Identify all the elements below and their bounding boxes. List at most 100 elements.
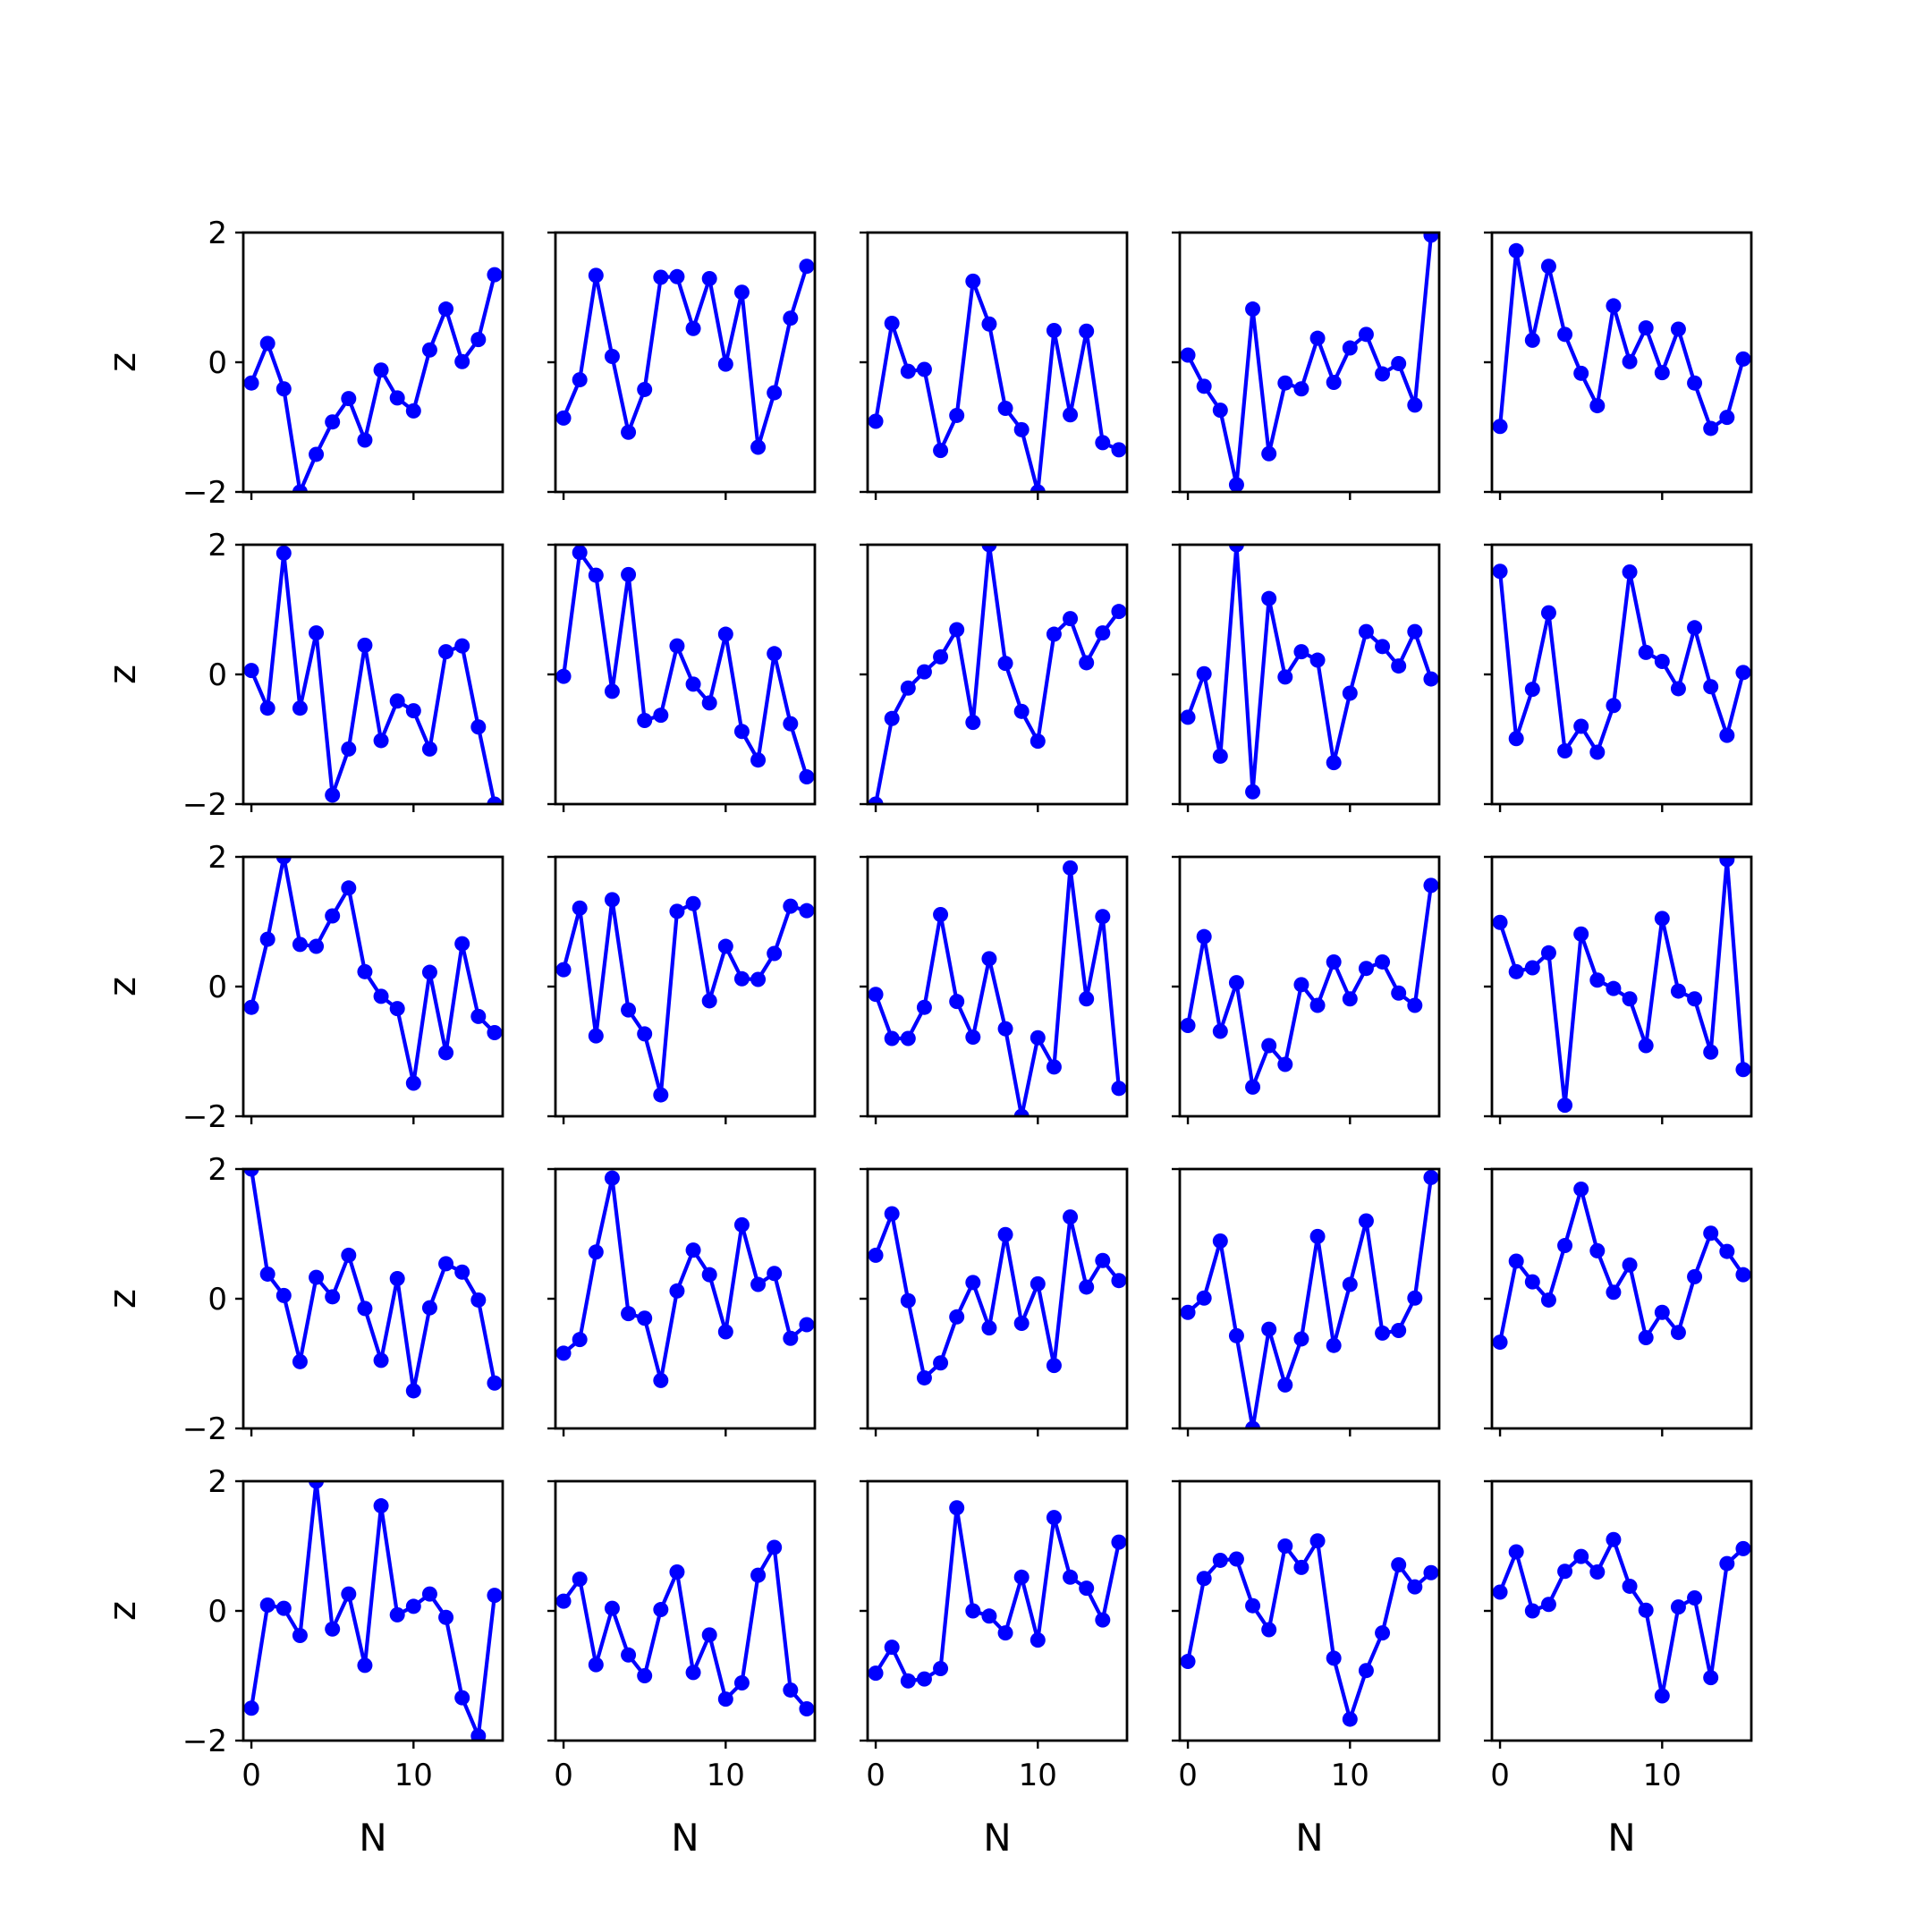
data-point: [1309, 330, 1326, 346]
data-point: [405, 703, 421, 719]
data-point: [1375, 1325, 1391, 1341]
data-point: [1508, 242, 1524, 258]
data-point: [292, 484, 308, 492]
data-point: [421, 741, 437, 757]
data-point: [487, 1588, 503, 1604]
data-point: [1180, 1304, 1196, 1320]
x-tick-label: 0: [866, 1758, 886, 1793]
data-point: [1391, 355, 1407, 371]
data-point: [1573, 365, 1589, 381]
series-line: [873, 279, 1120, 492]
data-point: [1638, 1330, 1654, 1345]
data-point: [1277, 669, 1293, 685]
series-line: [1186, 234, 1434, 487]
data-point: [868, 796, 884, 804]
data-point: [604, 683, 620, 699]
data-point: [1654, 911, 1670, 927]
series-line: [250, 857, 496, 1086]
data-point: [1703, 1225, 1719, 1241]
data-point: [405, 402, 421, 419]
data-point: [1589, 744, 1606, 760]
y-axis-label: z: [100, 1289, 144, 1309]
y-tick-label: 0: [208, 970, 227, 1005]
data-point: [997, 400, 1013, 416]
series-line: [561, 550, 809, 778]
data-point: [884, 316, 900, 331]
data-point: [325, 414, 341, 430]
data-point: [1111, 1080, 1127, 1097]
data-point: [1375, 1625, 1391, 1641]
data-point: [1622, 564, 1638, 580]
data-point: [604, 348, 620, 364]
data-point: [1391, 985, 1407, 1001]
data-point: [588, 267, 604, 284]
data-point: [438, 1609, 454, 1625]
data-point: [653, 1372, 669, 1388]
data-point: [588, 1028, 604, 1044]
data-point: [783, 310, 799, 326]
data-point: [1407, 623, 1423, 640]
data-point: [389, 693, 405, 709]
data-point: [1540, 1292, 1556, 1308]
data-point: [1735, 1062, 1751, 1078]
data-point: [783, 1682, 799, 1698]
data-point: [1638, 644, 1654, 660]
data-point: [1013, 1569, 1030, 1585]
series-line: [562, 1176, 809, 1383]
data-point: [965, 1275, 981, 1291]
data-point: [275, 1287, 292, 1303]
data-point: [1423, 233, 1439, 243]
data-point: [949, 1309, 965, 1325]
data-point: [389, 1606, 405, 1623]
data-point: [1342, 991, 1358, 1007]
data-point: [1030, 1632, 1046, 1648]
data-point: [1524, 1603, 1540, 1619]
data-point: [454, 1264, 470, 1280]
data-point: [1375, 366, 1391, 382]
series-group: [1492, 1181, 1751, 1351]
data-point: [555, 1593, 572, 1609]
series-group: [555, 545, 815, 785]
data-point: [1524, 332, 1540, 348]
data-point: [981, 951, 997, 967]
data-point: [1046, 626, 1062, 642]
y-tick-label: 2: [208, 528, 227, 564]
data-point: [799, 1317, 815, 1333]
data-point: [1293, 1331, 1309, 1347]
series-group: [243, 545, 503, 804]
y-tick-label: −2: [182, 1099, 227, 1135]
data-point: [357, 963, 373, 979]
data-point: [1358, 623, 1374, 640]
data-point: [1375, 639, 1391, 655]
y-tick-label: −2: [182, 475, 227, 511]
data-point: [1407, 397, 1423, 413]
series-group: [555, 892, 815, 1103]
data-point: [421, 1586, 437, 1602]
data-point: [933, 1661, 949, 1677]
data-point: [1326, 1337, 1342, 1353]
data-point: [701, 695, 717, 711]
data-point: [1391, 658, 1407, 674]
data-point: [750, 1567, 767, 1583]
data-point: [438, 1045, 454, 1061]
data-point: [1606, 298, 1622, 314]
data-point: [604, 892, 620, 908]
data-point: [750, 971, 767, 987]
data-point: [325, 1289, 341, 1305]
data-point: [1196, 928, 1212, 945]
data-point: [767, 1539, 783, 1555]
data-point: [1079, 1580, 1095, 1597]
series-line: [249, 1169, 497, 1394]
x-tick-label: 0: [554, 1758, 573, 1793]
data-point: [1309, 1533, 1326, 1549]
data-point: [701, 1267, 717, 1283]
data-point: [1557, 743, 1573, 759]
data-point: [454, 936, 470, 952]
data-point: [357, 1657, 373, 1674]
data-point: [1111, 442, 1127, 458]
data-point: [1703, 1044, 1719, 1060]
x-tick-label: 0: [242, 1758, 261, 1793]
data-point: [750, 752, 767, 768]
